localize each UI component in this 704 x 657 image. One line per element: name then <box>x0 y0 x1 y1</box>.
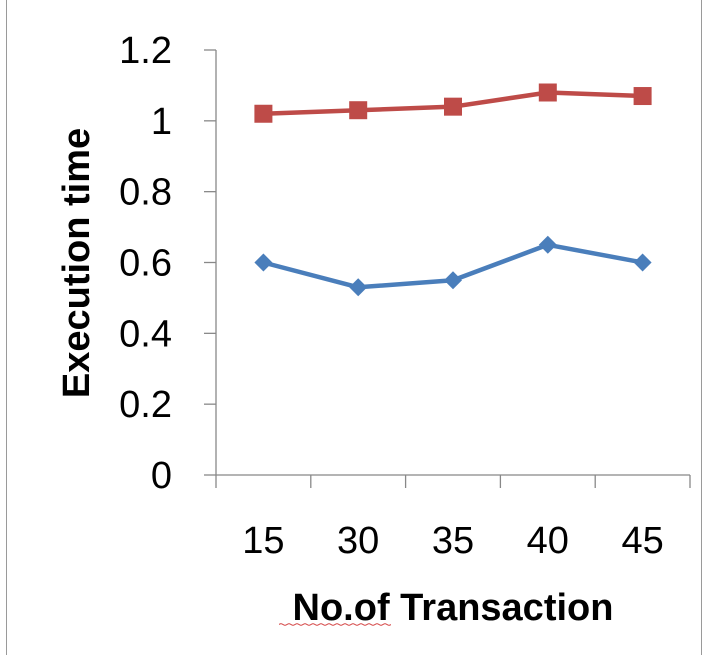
data-point <box>349 101 368 120</box>
y-tick-label: 0.8 <box>119 172 172 214</box>
y-tick-label: 1.2 <box>119 30 172 72</box>
y-tick-label: 0.6 <box>119 243 172 285</box>
y-tick-label: 0.4 <box>119 313 172 355</box>
x-tick-label: 35 <box>432 520 474 562</box>
series-1 <box>254 235 652 297</box>
y-axis-title: Execution time <box>56 128 98 398</box>
data-point <box>254 253 273 272</box>
data-point <box>633 253 652 272</box>
data-point <box>444 97 462 116</box>
data-point <box>538 83 557 102</box>
y-tick-label: 0 <box>151 455 172 497</box>
y-tick-labels: 0 0.2 0.4 0.6 0.8 1 1.2 <box>119 30 172 497</box>
x-axis-title: No.of Transaction <box>293 587 614 629</box>
x-tick-label: 45 <box>621 520 663 562</box>
x-tick-labels: 15 30 35 40 45 <box>242 520 663 562</box>
y-tick-label: 1 <box>151 101 172 143</box>
chart-frame <box>6 0 702 655</box>
data-point <box>349 278 368 297</box>
axes <box>204 49 691 488</box>
x-tick-label: 30 <box>337 520 379 562</box>
y-tick-label: 0.2 <box>119 384 172 426</box>
series-2 <box>254 83 652 123</box>
spellcheck-underline <box>279 623 391 626</box>
data-point <box>444 271 462 290</box>
data-point <box>538 235 557 254</box>
series-layer <box>254 83 652 297</box>
x-tick-label: 40 <box>527 520 569 562</box>
data-point <box>633 87 652 106</box>
x-tick-label: 15 <box>242 520 284 562</box>
data-point <box>254 104 273 123</box>
